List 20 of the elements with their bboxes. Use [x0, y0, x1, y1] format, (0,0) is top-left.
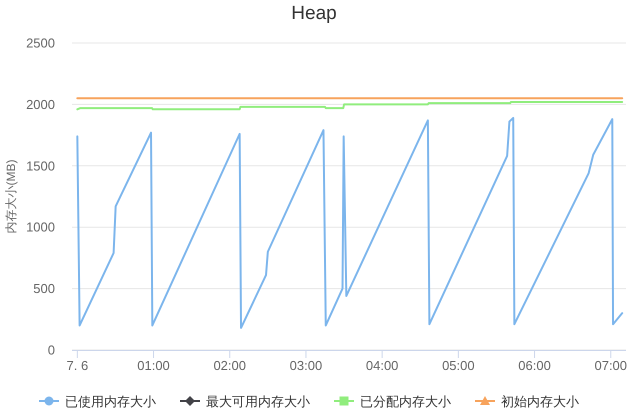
x-tick-label: 04:00 [366, 358, 398, 373]
y-tick-label: 500 [33, 281, 55, 296]
y-tick-label: 1500 [26, 158, 55, 174]
y-axis-title: 内存大小(MB) [4, 160, 18, 234]
chart-title: Heap [291, 3, 337, 24]
x-tick-label: 02:00 [213, 358, 246, 373]
y-tick-label: 2500 [26, 36, 55, 50]
legend-label: 已分配内存大小 [360, 394, 451, 409]
legend-label: 已使用内存大小 [65, 394, 156, 409]
y-tick-label: 1000 [26, 220, 55, 235]
x-tick-label: 03:00 [290, 358, 322, 373]
x-tick-label: 06:00 [518, 358, 551, 373]
x-tick-label: 05:00 [442, 358, 475, 373]
legend-label: 最大可用内存大小 [206, 394, 310, 409]
x-tick-label: 07:00 [594, 358, 628, 373]
x-tick-label: 01:00 [137, 358, 170, 373]
y-tick-label: 2000 [26, 96, 55, 112]
x-tick-label: 7. 6 [66, 358, 88, 373]
legend-label: 初始内存大小 [501, 394, 579, 409]
y-tick-label: 0 [48, 342, 55, 358]
